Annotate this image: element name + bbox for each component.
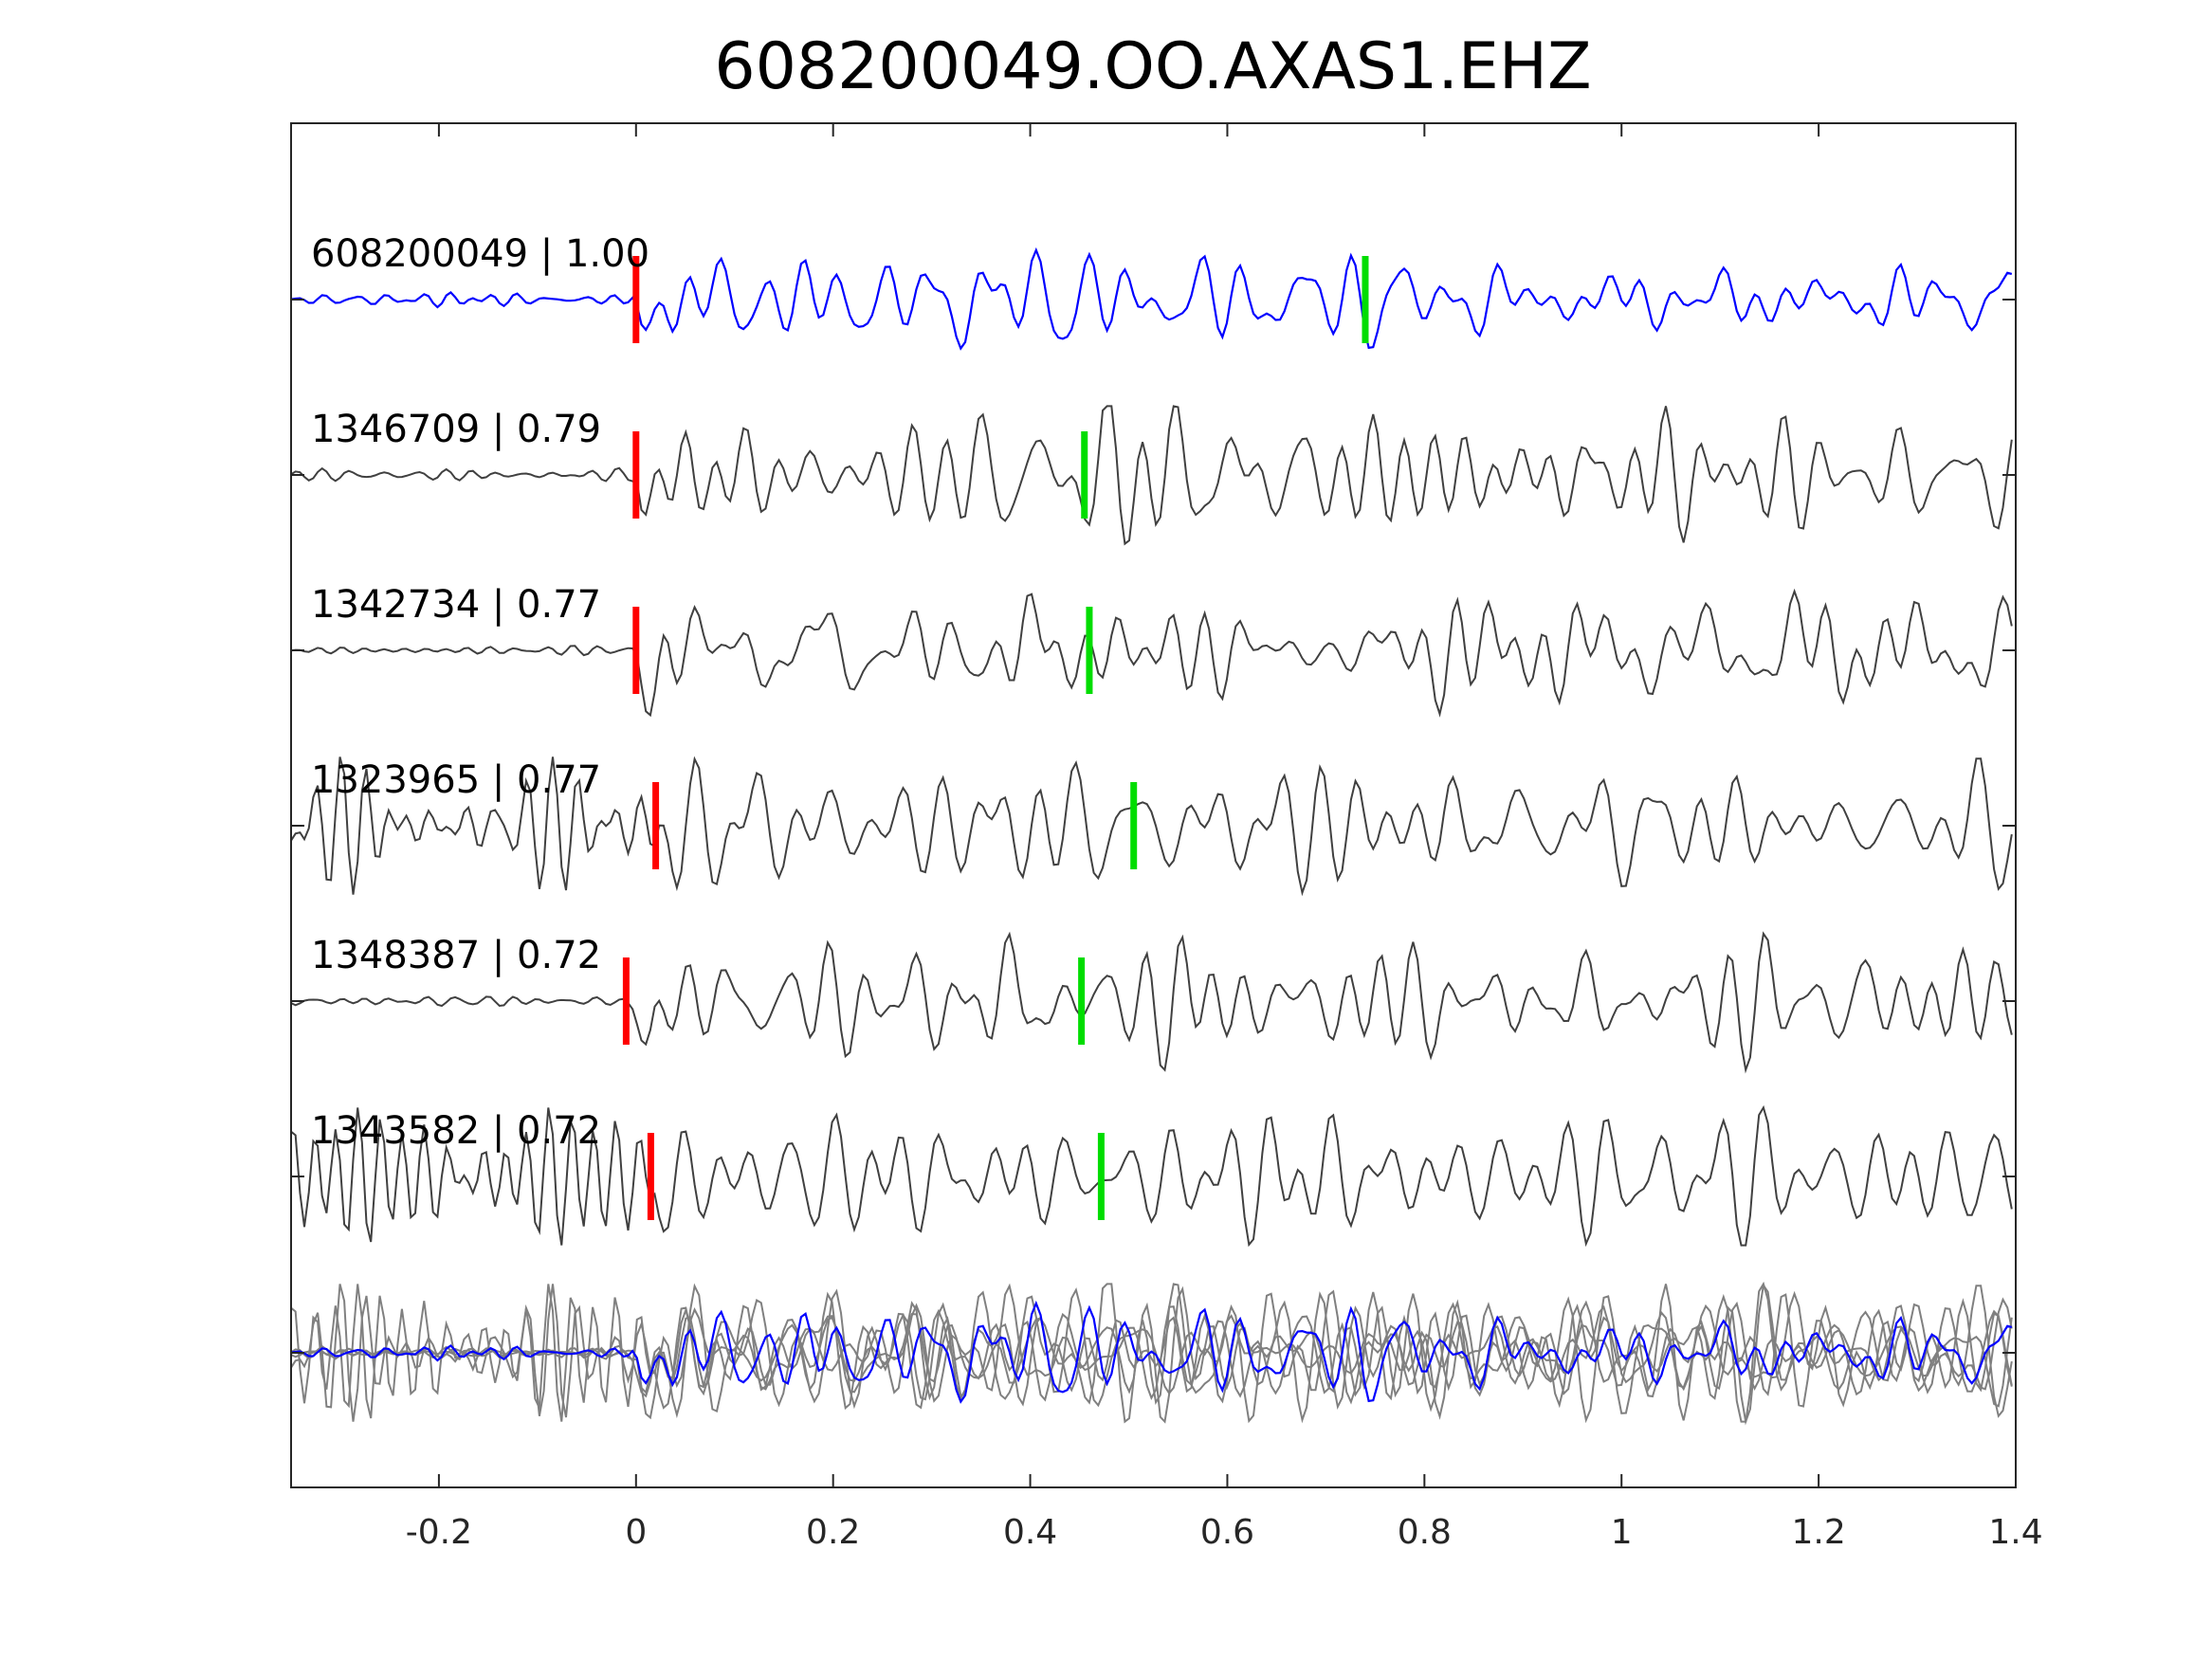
trace-label-1348387: 1348387 | 0.72 xyxy=(311,934,601,977)
stack-layer xyxy=(290,1281,2016,1426)
x-tick-label: 0.8 xyxy=(1398,1513,1452,1552)
trace-label-1346709: 1346709 | 0.79 xyxy=(311,408,601,451)
x-tick-label: 0.4 xyxy=(1003,1513,1057,1552)
trace-608200049 xyxy=(290,246,2013,351)
x-tick-label: 0.6 xyxy=(1200,1513,1254,1552)
trace-1342734 xyxy=(290,588,2013,718)
trace-1343582 xyxy=(290,1104,2013,1248)
plot-frame xyxy=(290,122,2017,1488)
chart-title: 608200049.OO.AXAS1.EHZ xyxy=(714,29,1591,104)
x-tick-label: 1 xyxy=(1611,1513,1633,1552)
trace-1346709 xyxy=(290,405,2013,546)
trace-1348387 xyxy=(290,931,2013,1074)
trace-labels: 608200049 | 1.00 1346709 | 0.79 1342734 | … xyxy=(311,232,649,1153)
picks-layer xyxy=(622,256,1369,1220)
trace-label-608200049: 608200049 | 1.00 xyxy=(311,232,649,276)
traces-layer xyxy=(290,246,2016,1248)
x-tick-label: 1.2 xyxy=(1791,1513,1845,1552)
x-axis: -0.2 0 0.2 0.4 0.6 0.8 1 1.2 1.4 xyxy=(406,123,2043,1552)
x-tick-label: 0.2 xyxy=(806,1513,860,1552)
x-tick-label: 1.4 xyxy=(1988,1513,2042,1552)
x-tick-label: -0.2 xyxy=(406,1513,472,1552)
trace-label-1323965: 1323965 | 0.77 xyxy=(311,758,601,802)
x-tick-label: 0 xyxy=(625,1513,647,1552)
stack-trace-reference xyxy=(290,1300,2013,1404)
trace-label-1343582: 1343582 | 0.72 xyxy=(311,1109,601,1153)
trace-label-1342734: 1342734 | 0.77 xyxy=(311,583,601,627)
trace-1323965 xyxy=(290,756,2013,897)
